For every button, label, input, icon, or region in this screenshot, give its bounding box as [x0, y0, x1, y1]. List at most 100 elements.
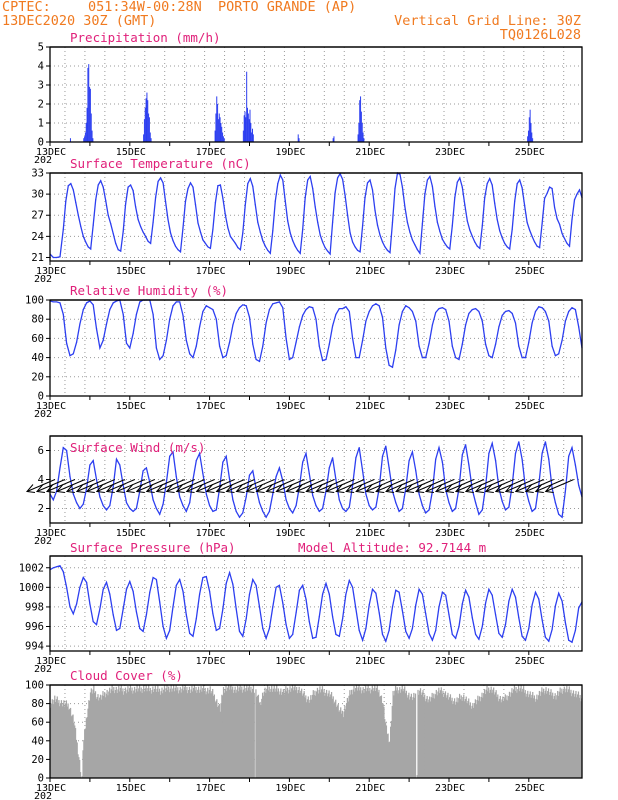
data-point [202, 310, 204, 313]
data-point [431, 490, 433, 492]
data-point [528, 341, 530, 343]
data-point [315, 505, 317, 507]
cloud-bar [221, 694, 223, 778]
cloud-bar [458, 698, 460, 778]
data-point [177, 249, 179, 251]
data-point [222, 197, 224, 199]
x-tick-label: 21DEC [355, 266, 385, 277]
cloud-bar [567, 689, 570, 778]
data-point [105, 509, 108, 511]
cloud-bar [167, 690, 169, 778]
precip-bar [333, 136, 335, 142]
cloud-bar [315, 695, 317, 778]
cloud-bar [468, 698, 470, 778]
data-point [135, 206, 137, 208]
data-point [418, 588, 420, 590]
data-point [375, 303, 377, 305]
wind-arrow-head [335, 484, 345, 493]
cloud-bar [122, 688, 124, 778]
data-point [358, 357, 360, 359]
wind-arrow-head [524, 484, 534, 493]
data-point [425, 613, 427, 615]
wind-arrow [455, 479, 485, 492]
data-point [558, 353, 560, 355]
x-tick-label: 25DEC [515, 783, 545, 794]
cloud-bar [84, 728, 87, 778]
cloud-bar [251, 688, 254, 778]
cloud-bar [215, 700, 217, 778]
data-point [501, 314, 503, 316]
panel-title: Surface Wind (m/s) [70, 440, 205, 455]
cloud-bar [451, 697, 453, 778]
data-point [554, 605, 557, 607]
cloud-bar [453, 698, 456, 778]
data-point [404, 206, 406, 208]
cloud-bar [515, 687, 517, 778]
wind-arrow-head [215, 484, 225, 493]
data-point [56, 566, 58, 568]
cloud-bar [443, 697, 445, 778]
data-point [142, 630, 144, 633]
data-point [149, 242, 152, 244]
data-point [365, 627, 367, 630]
data-point [351, 241, 354, 243]
cloud-bar [442, 690, 444, 778]
data-point [52, 256, 54, 259]
cloud-bar [483, 689, 486, 778]
cloud-bar [182, 685, 184, 778]
data-point [558, 223, 561, 225]
data-point [441, 238, 443, 240]
data-point [172, 239, 174, 242]
wind-arrow [465, 479, 495, 492]
wind-arrow [96, 479, 126, 492]
precip-bar [143, 119, 145, 142]
data-point [162, 503, 164, 505]
data-point [265, 322, 267, 324]
precip-bar [250, 123, 252, 142]
data-point [137, 218, 139, 221]
cloud-bar [403, 688, 405, 778]
data-point [228, 572, 231, 574]
cloud-bar [77, 754, 79, 778]
cloud-bar [562, 693, 564, 778]
data-point [568, 310, 570, 313]
cloud-bar [187, 690, 190, 778]
cloud-bar [530, 697, 532, 778]
x-tick-label: 19DEC [275, 783, 305, 794]
y-tick-label: 100 [25, 680, 44, 692]
wind-arrow-head [305, 484, 315, 493]
cloud-bar [510, 692, 512, 778]
data-point [278, 467, 281, 469]
cloud-bar [218, 703, 220, 778]
data-point [304, 197, 306, 199]
panel-title: Precipitation (mm/h) [70, 30, 221, 45]
cloud-bar [117, 689, 119, 778]
wind-arrow-head [345, 484, 355, 493]
cloud-bar [321, 686, 324, 778]
cloud-bar [100, 699, 102, 778]
data-point [302, 584, 304, 586]
wind-arrow-head [504, 484, 514, 493]
data-point [348, 310, 350, 313]
cloud-bar [222, 687, 225, 778]
data-point [524, 639, 527, 641]
cloud-bar [426, 695, 428, 778]
cloud-bar [558, 691, 560, 778]
cloud-bar [151, 690, 153, 778]
data-point [322, 241, 324, 243]
data-point [534, 591, 537, 593]
cloud-bar [284, 690, 286, 778]
data-point [119, 464, 121, 466]
data-point [361, 339, 364, 341]
cloud-bar [346, 697, 348, 778]
precip-bar [360, 111, 362, 142]
cloud-bar [377, 692, 379, 778]
cloud-bar [576, 697, 578, 778]
cloud-bar [206, 691, 208, 778]
cloud-bar [84, 729, 86, 778]
data-point [401, 507, 404, 510]
data-point [67, 185, 69, 187]
cloud-bar [149, 687, 151, 778]
precip-bar [84, 132, 86, 142]
data-point [285, 337, 287, 339]
